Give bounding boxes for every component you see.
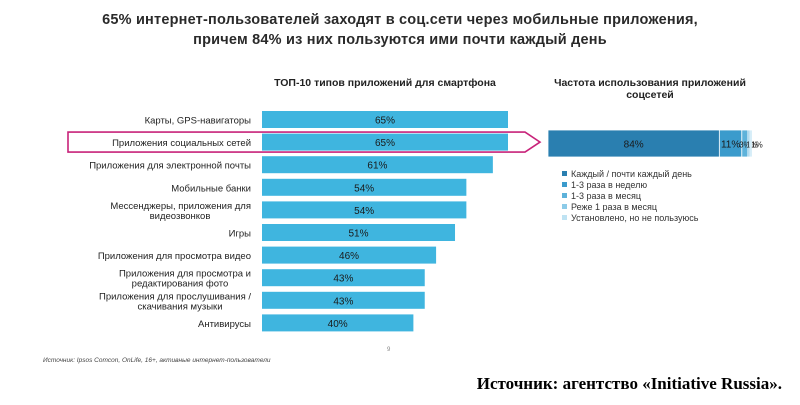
legend-item: 1-3 раза в месяц [562,190,698,201]
legend-swatch [562,193,567,198]
bar-3 [262,156,493,174]
category-label: Приложения для электронной почты [89,161,251,172]
legend-label: Каждый / почти каждый день [571,168,692,179]
category-label: Антивирусы [198,319,251,330]
bar-value-label: 46% [339,251,359,262]
bar-6 [262,224,456,241]
legend-label: 1-3 раза в месяц [571,190,642,201]
category-label: Мобильные банки [171,183,251,194]
frequency-chart-title: Частота использования приложений соцсете… [554,77,746,101]
category-label: Приложения для просмотра видео [98,251,251,262]
stack-value-label: 84% [624,140,644,151]
source-note: Источник: Ipsos Comcon, OnLife, 16+, акт… [43,357,271,364]
highlight-arrow [67,131,542,153]
category-label: Игры [229,229,252,240]
category-label: Мессенджеры, приложения для видеозвонков [110,201,251,222]
bar-8 [262,269,425,287]
bar-10 [262,314,414,332]
stack-value-label: 11% [721,140,740,151]
bar-value-label: 65% [375,116,395,127]
bar-value-label: 43% [333,296,353,307]
bar-value-label: 54% [354,206,374,217]
legend-label: 1-3 раза в неделю [571,179,648,190]
stack-segment-1 [547,129,720,158]
legend-swatch [562,182,567,187]
bar-9 [262,291,425,309]
legend-item: Каждый / почти каждый день [562,168,698,179]
bar-value-label: 61% [367,161,387,172]
headline-line-2: причем 84% из них пользуются ими почти к… [193,32,607,48]
legend-swatch [562,171,567,176]
headline-line-1: 65% интернет-пользователей заходят в соц… [102,12,698,28]
page-number: 9 [387,347,391,353]
source-caption: Источник: агентство «Initiative Russia». [476,374,782,393]
category-label: Приложения для прослушивания / скачивания… [99,291,251,312]
bar-value-label: 54% [354,183,374,194]
top10-chart-title: ТОП-10 типов приложений для смартфона [274,77,496,89]
category-label: Карты, GPS-навигаторы [145,116,252,127]
legend-item: Установлено, но не пользуюсь [562,212,698,223]
bar-value-label: 51% [348,229,368,240]
category-label: Приложения для просмотра и редактирования… [119,269,251,290]
stack-value-label: 1% [751,141,763,150]
legend-item: 1-3 раза в неделю [562,179,698,190]
category-label: Приложения социальных сетей [112,138,251,149]
legend-label: Установлено, но не пользуюсь [571,212,699,223]
bar-5 [262,201,467,219]
bar-value-label: 40% [328,319,348,330]
bar-value-label: 65% [375,138,395,149]
legend-label: Реже 1 раза в месяц [571,201,658,212]
frequency-legend: Каждый / почти каждый день 1-3 раза в нед… [562,168,698,223]
stack-segment-5 [749,129,753,158]
bar-2 [262,133,508,151]
bar-4 [262,178,467,196]
bar-7 [262,246,437,264]
bar-value-label: 43% [333,274,353,285]
legend-swatch [562,215,567,220]
legend-item: Реже 1 раза в месяц [562,201,698,212]
legend-swatch [562,204,567,209]
stack-value-label: 3% [739,141,751,150]
bar-1 [262,111,508,128]
